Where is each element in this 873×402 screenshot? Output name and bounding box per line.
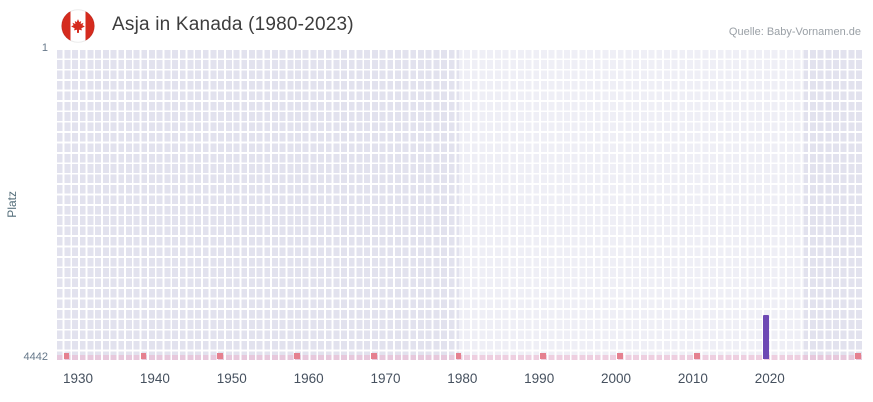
source-credit-link[interactable]: Quelle: Baby-Vornamen.de — [728, 26, 861, 38]
x-tick-label: 1990 — [524, 371, 555, 386]
chart-title: Asja in Kanada (1980-2023) — [112, 14, 354, 35]
canada-flag-icon — [61, 9, 95, 43]
baseline-mark — [371, 353, 377, 359]
x-axis-labels: 1930 1940 1950 1960 1970 1980 1990 2000 2010 2020 — [55, 371, 862, 391]
baseline-mark — [294, 353, 300, 359]
x-tick-label: 1950 — [216, 371, 247, 386]
baseline-mark — [617, 353, 623, 359]
baseline-mark — [855, 353, 861, 359]
y-tick-bottom: 4442 — [23, 351, 48, 363]
bars-layer — [55, 48, 862, 360]
baseline-mark — [140, 353, 147, 359]
baseline-mark — [540, 353, 546, 359]
gridlines — [55, 48, 862, 360]
x-tick-label: 1970 — [370, 371, 401, 386]
x-tick-label: 1940 — [139, 371, 170, 386]
baseline-mark — [217, 353, 224, 359]
baseline-mark — [63, 353, 70, 359]
y-axis-title: Platz — [5, 190, 19, 218]
x-tick-label: 1930 — [63, 371, 94, 386]
rank-bar[interactable] — [763, 314, 769, 359]
baseline-mark — [455, 353, 462, 359]
x-tick-label: 2010 — [677, 371, 708, 386]
x-tick-label: 2020 — [754, 371, 785, 386]
y-tick-top: 1 — [41, 42, 48, 54]
plot-area — [55, 48, 862, 360]
x-tick-label: 1980 — [447, 371, 478, 386]
x-tick-label: 2000 — [601, 371, 632, 386]
baseline-mark — [693, 353, 700, 359]
x-tick-label: 1960 — [293, 371, 324, 386]
